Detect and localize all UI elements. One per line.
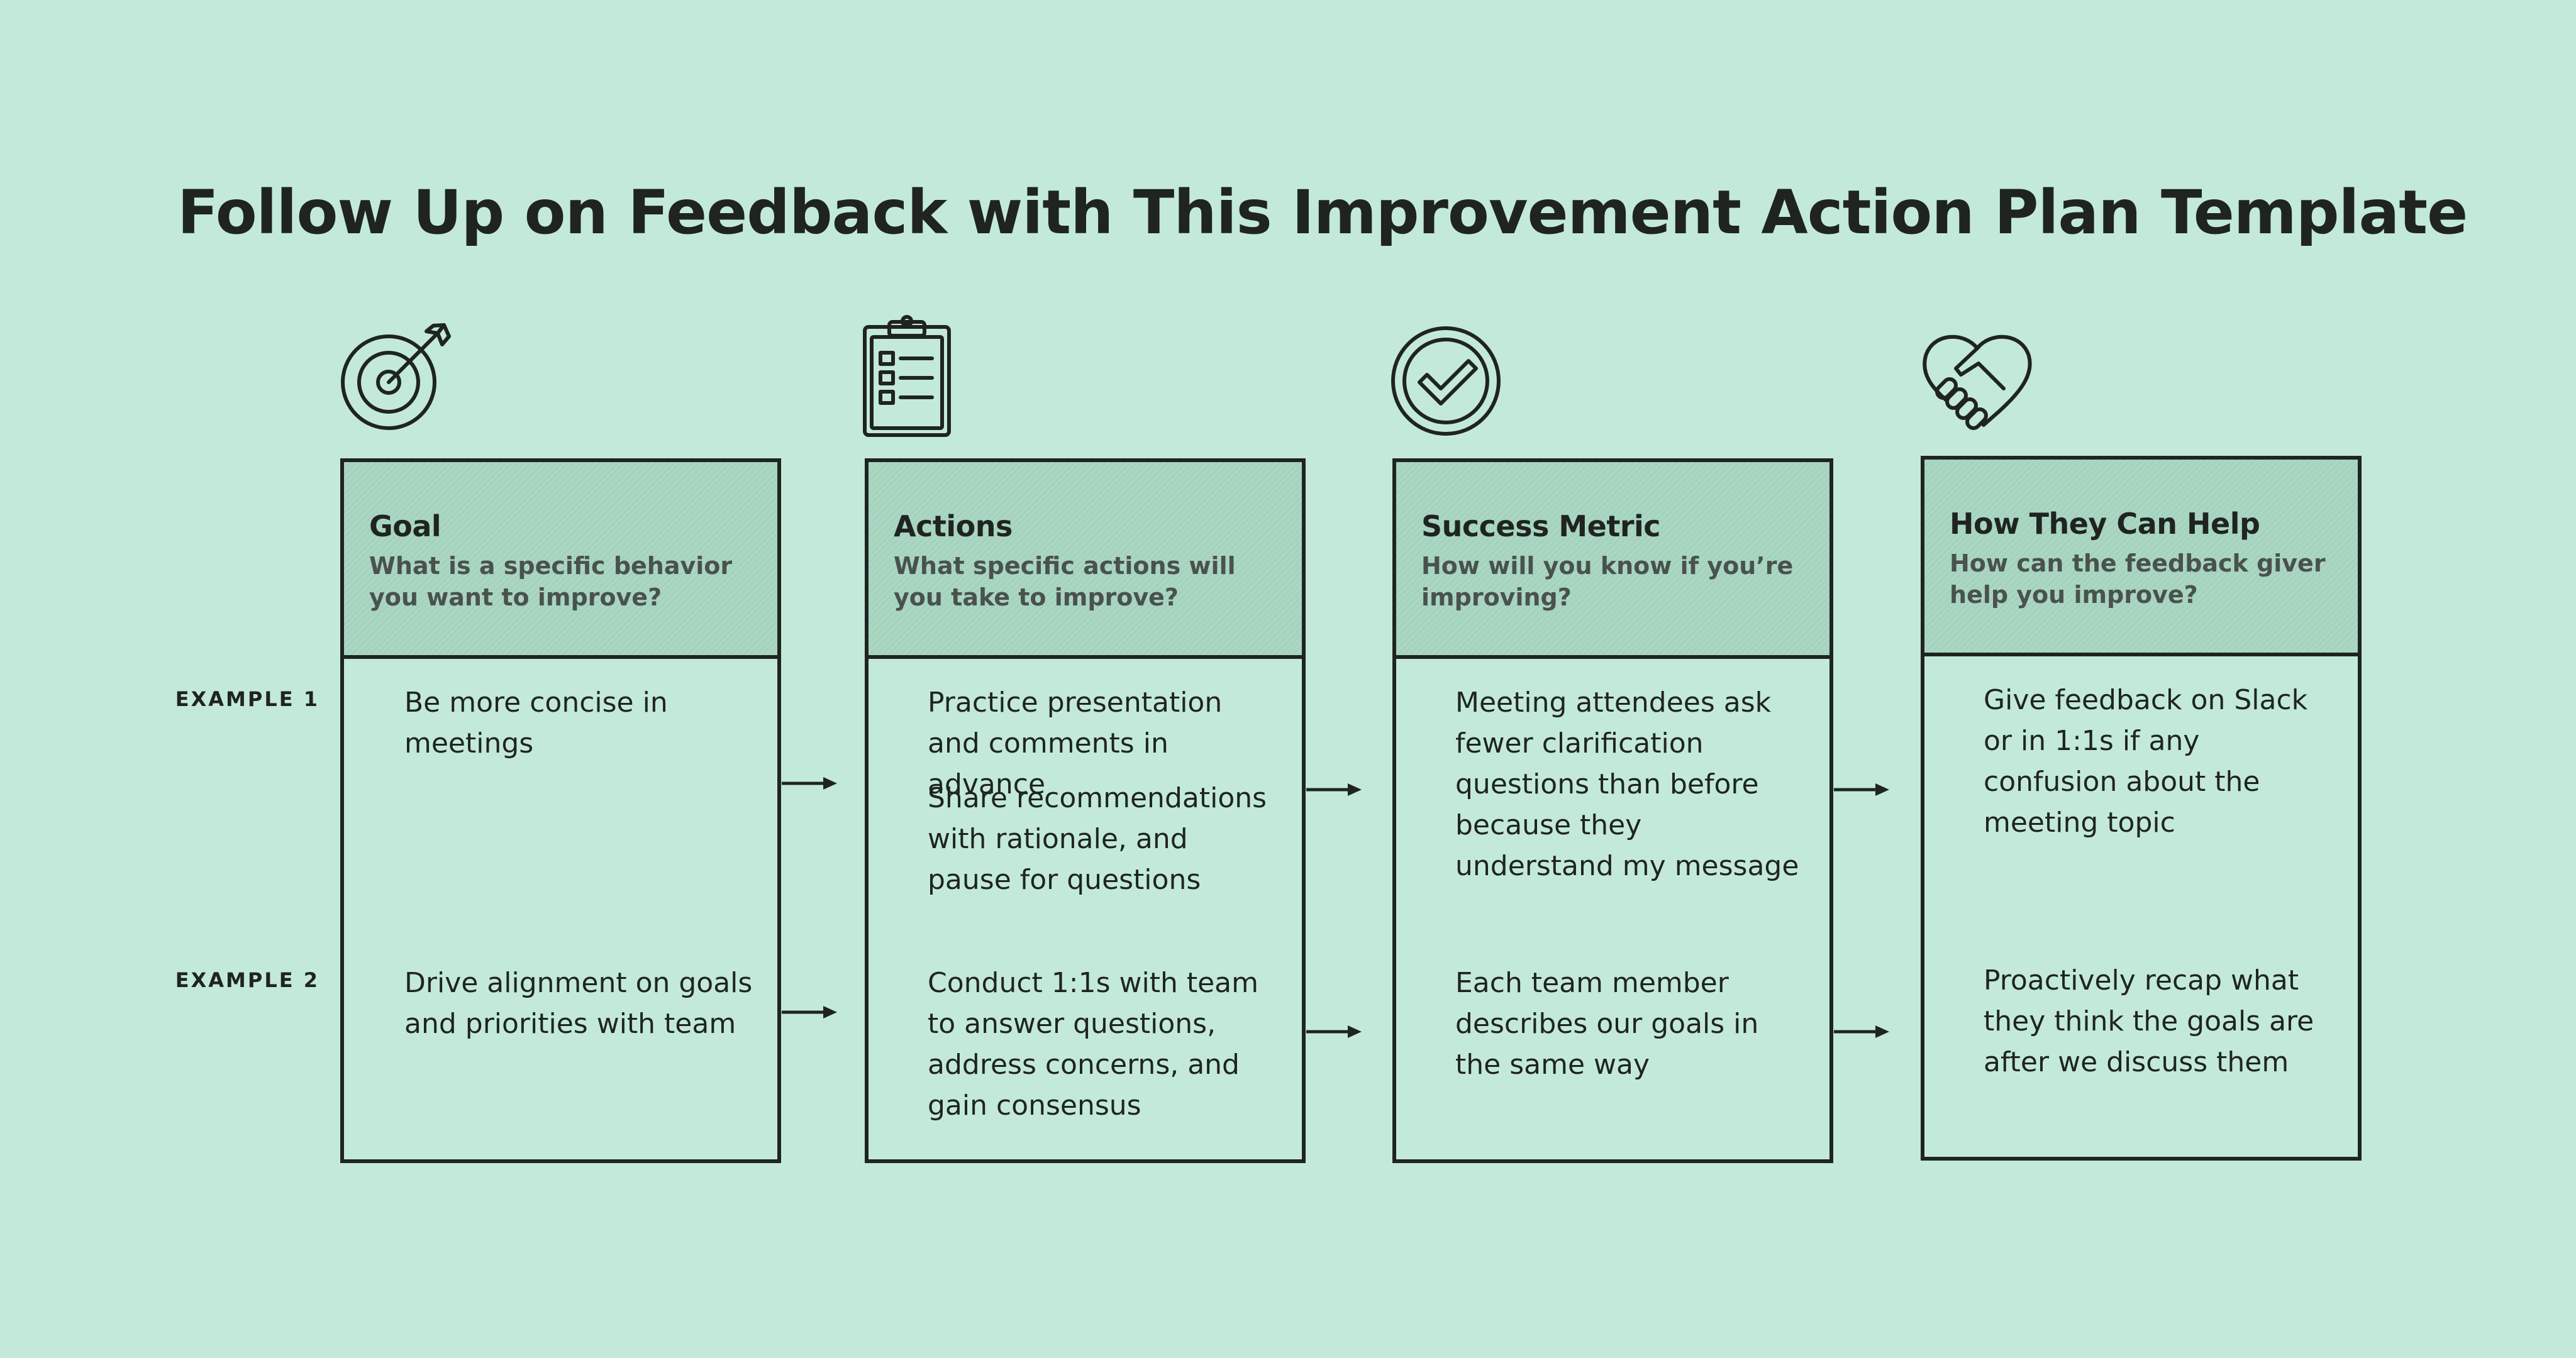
page-title: Follow Up on Feedback with This Improvem… (177, 177, 2468, 248)
clipboard-checklist-icon (863, 315, 951, 437)
goal-header: Goal What is a specific behavior you wan… (344, 462, 777, 659)
checkmark-circle-icon (1391, 326, 1501, 436)
goal-example-1: Be more concise in meetings (404, 687, 668, 759)
success-metric-header: Success Metric How will you know if you’… (1396, 462, 1829, 659)
example-1-label: EXAMPLE 1 (175, 687, 319, 711)
success-metric-column: Success Metric How will you know if you’… (1392, 458, 1833, 1163)
arrow-metric-to-help-example-2 (1834, 1025, 1889, 1038)
actions-question: What specific actions will you take to i… (894, 552, 1236, 611)
how-they-can-help-column: How They Can Help How can the feedback g… (1921, 456, 2362, 1161)
actions-header: Actions What specific actions will you t… (869, 462, 1302, 659)
actions-example-1a: Practice presentation and comments in ad… (928, 687, 1223, 800)
goal-title: Goal (369, 509, 441, 543)
heart-handshake-icon (1923, 334, 2032, 430)
how-they-can-help-title: How They Can Help (1950, 507, 2260, 541)
success-metric-example-2: Each team member describes our goals in … (1455, 967, 1759, 1081)
arrow-metric-to-help-example-1 (1834, 783, 1889, 796)
arrow-actions-to-metric-example-1 (1306, 783, 1362, 796)
arrow-actions-to-metric-example-2 (1306, 1025, 1362, 1038)
goal-column: Goal What is a specific behavior you wan… (340, 458, 781, 1163)
goal-example-2: Drive alignment on goals and priorities … (404, 967, 753, 1040)
how-they-can-help-question: How can the feedback giver help you impr… (1950, 549, 2326, 609)
how-they-can-help-header: How They Can Help How can the feedback g… (1924, 460, 2358, 656)
success-metric-question: How will you know if you’re improving? (1421, 552, 1794, 611)
actions-column: Actions What specific actions will you t… (865, 458, 1306, 1163)
success-metric-example-1: Meeting attendees ask fewer clarificatio… (1455, 687, 1799, 882)
actions-example-1b: Share recommendations with rationale, an… (928, 782, 1267, 896)
arrow-goal-to-actions-example-1 (782, 777, 837, 790)
actions-example-2: Conduct 1:1s with team to answer questio… (928, 967, 1258, 1122)
target-icon (341, 323, 451, 430)
how-they-can-help-example-2: Proactively recap what they think the go… (1984, 964, 2314, 1078)
actions-title: Actions (894, 509, 1013, 543)
success-metric-title: Success Metric (1421, 509, 1661, 543)
goal-question: What is a specific behavior you want to … (369, 552, 733, 611)
example-2-label: EXAMPLE 2 (175, 968, 319, 992)
arrow-goal-to-actions-example-2 (782, 1006, 837, 1018)
how-they-can-help-example-1: Give feedback on Slack or in 1:1s if any… (1984, 684, 2308, 839)
